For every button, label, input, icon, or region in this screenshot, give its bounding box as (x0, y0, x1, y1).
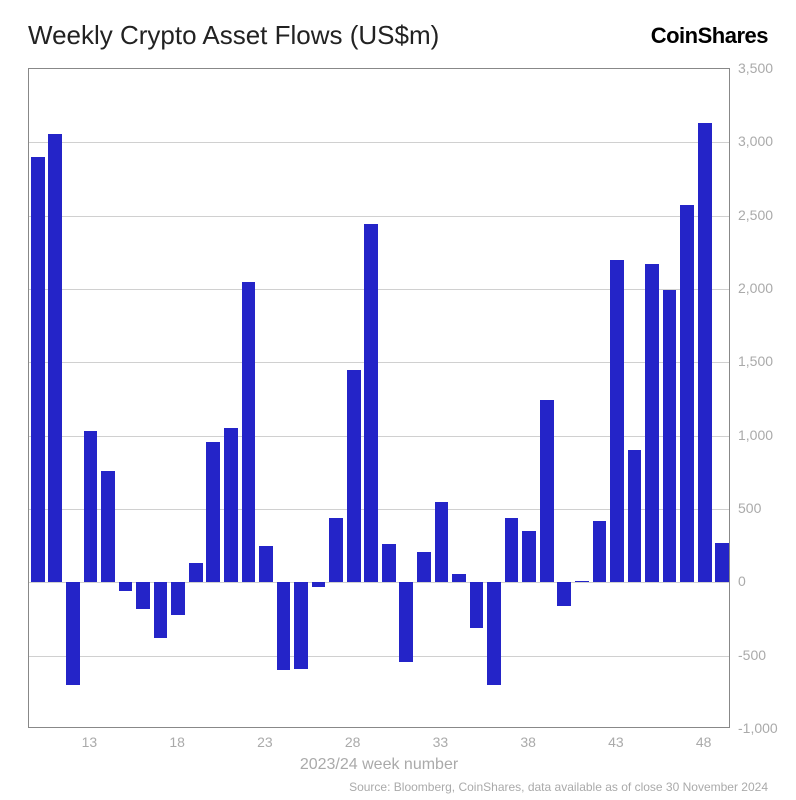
brand-logo: CoinShares (651, 23, 768, 49)
gridline (29, 142, 729, 143)
bar (663, 290, 677, 582)
gridline (29, 509, 729, 510)
bar (575, 581, 589, 582)
bar (540, 400, 554, 582)
ytick-label: 3,000 (738, 133, 773, 149)
gridline (29, 216, 729, 217)
gridline (29, 362, 729, 363)
bar (294, 582, 308, 669)
ytick-label: -500 (738, 647, 766, 663)
bar (66, 582, 80, 685)
bar (505, 518, 519, 583)
plot-area (28, 68, 730, 728)
bar (206, 442, 220, 583)
bar (715, 543, 729, 583)
bar (645, 264, 659, 582)
bar (312, 582, 326, 586)
bar (48, 134, 62, 583)
bar (399, 582, 413, 661)
bar (364, 224, 378, 582)
bar (698, 123, 712, 582)
bar (452, 574, 466, 583)
bar (171, 582, 185, 614)
ytick-label: 1,500 (738, 353, 773, 369)
bar (154, 582, 168, 638)
bar (347, 370, 361, 583)
bar (382, 544, 396, 582)
ytick-label: 2,000 (738, 280, 773, 296)
ytick-label: 2,500 (738, 207, 773, 223)
bar (628, 450, 642, 582)
bar (189, 563, 203, 582)
gridline (29, 436, 729, 437)
bar (593, 521, 607, 583)
xtick-label: 48 (696, 734, 712, 750)
chart-footnote: Source: Bloomberg, CoinShares, data avai… (349, 780, 768, 794)
chart-title: Weekly Crypto Asset Flows (US$m) (28, 20, 439, 51)
gridline (29, 656, 729, 657)
bar (329, 518, 343, 583)
ytick-label: -1,000 (738, 720, 778, 736)
ytick-label: 1,000 (738, 427, 773, 443)
ytick-label: 3,500 (738, 60, 773, 76)
xtick-label: 38 (520, 734, 536, 750)
xtick-label: 18 (169, 734, 185, 750)
xtick-label: 43 (608, 734, 624, 750)
bar (31, 157, 45, 582)
bar (259, 546, 273, 583)
bar (84, 431, 98, 582)
chart-container: Weekly Crypto Asset Flows (US$m) CoinSha… (0, 0, 796, 800)
bar (487, 582, 501, 685)
xtick-label: 28 (345, 734, 361, 750)
xtick-label: 13 (82, 734, 98, 750)
gridline (29, 289, 729, 290)
bar (522, 531, 536, 582)
bar (224, 428, 238, 582)
bar (119, 582, 133, 591)
gridline (29, 582, 729, 583)
xtick-label: 33 (433, 734, 449, 750)
bar (242, 282, 256, 583)
ytick-label: 500 (738, 500, 761, 516)
bar (277, 582, 291, 670)
bar (435, 502, 449, 583)
bar (470, 582, 484, 627)
xtick-label: 23 (257, 734, 273, 750)
title-row: Weekly Crypto Asset Flows (US$m) CoinSha… (28, 20, 768, 51)
bar (101, 471, 115, 582)
bar (557, 582, 571, 605)
bar (136, 582, 150, 608)
bar (610, 260, 624, 583)
ytick-label: 0 (738, 573, 746, 589)
bar (680, 205, 694, 582)
bar (417, 552, 431, 583)
xaxis-label: 2023/24 week number (300, 756, 458, 774)
